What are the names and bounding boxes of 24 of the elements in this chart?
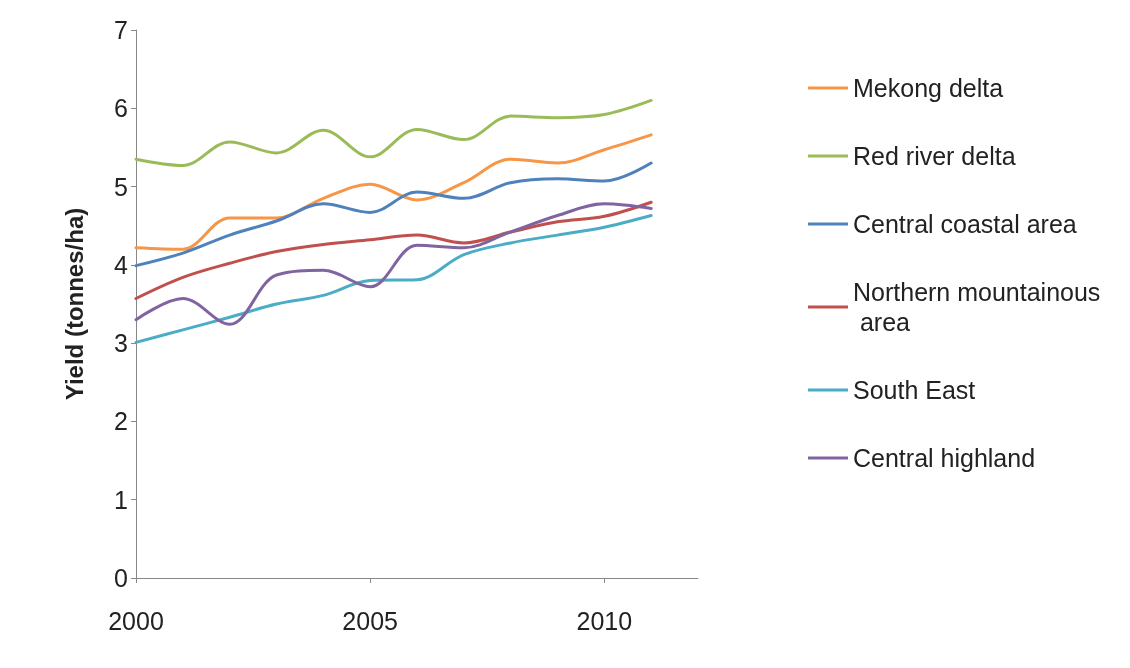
legend-label: Central highland bbox=[853, 444, 1036, 472]
x-tick-label: 2005 bbox=[342, 606, 398, 635]
line-series bbox=[134, 214, 653, 344]
legend-label: Mekong delta bbox=[853, 74, 1004, 102]
y-axis-title: Yield (tonnes/ha) bbox=[60, 207, 88, 401]
legend-label: Northern mountainous area bbox=[853, 278, 1101, 336]
y-tick-label: 4 bbox=[114, 250, 129, 279]
line-series bbox=[134, 161, 653, 268]
line-series bbox=[134, 98, 653, 167]
x-tick-label: 2010 bbox=[576, 606, 633, 635]
legend-label: Red river delta bbox=[853, 142, 1016, 170]
line-series bbox=[134, 200, 653, 301]
legend-label: South East bbox=[853, 376, 976, 404]
legend-label: Central coastal area bbox=[853, 210, 1077, 238]
x-tick-label: 2000 bbox=[108, 606, 164, 635]
y-tick-label: 3 bbox=[114, 329, 128, 358]
y-tick-label: 1 bbox=[114, 485, 128, 514]
y-tick-label: 2 bbox=[114, 407, 128, 436]
line-series bbox=[134, 133, 653, 251]
y-tick-label: 6 bbox=[114, 94, 128, 123]
y-tick-label: 0 bbox=[114, 564, 128, 592]
line-series bbox=[134, 202, 653, 326]
y-tick-label: 7 bbox=[114, 16, 128, 44]
y-tick-label: 5 bbox=[114, 172, 128, 201]
